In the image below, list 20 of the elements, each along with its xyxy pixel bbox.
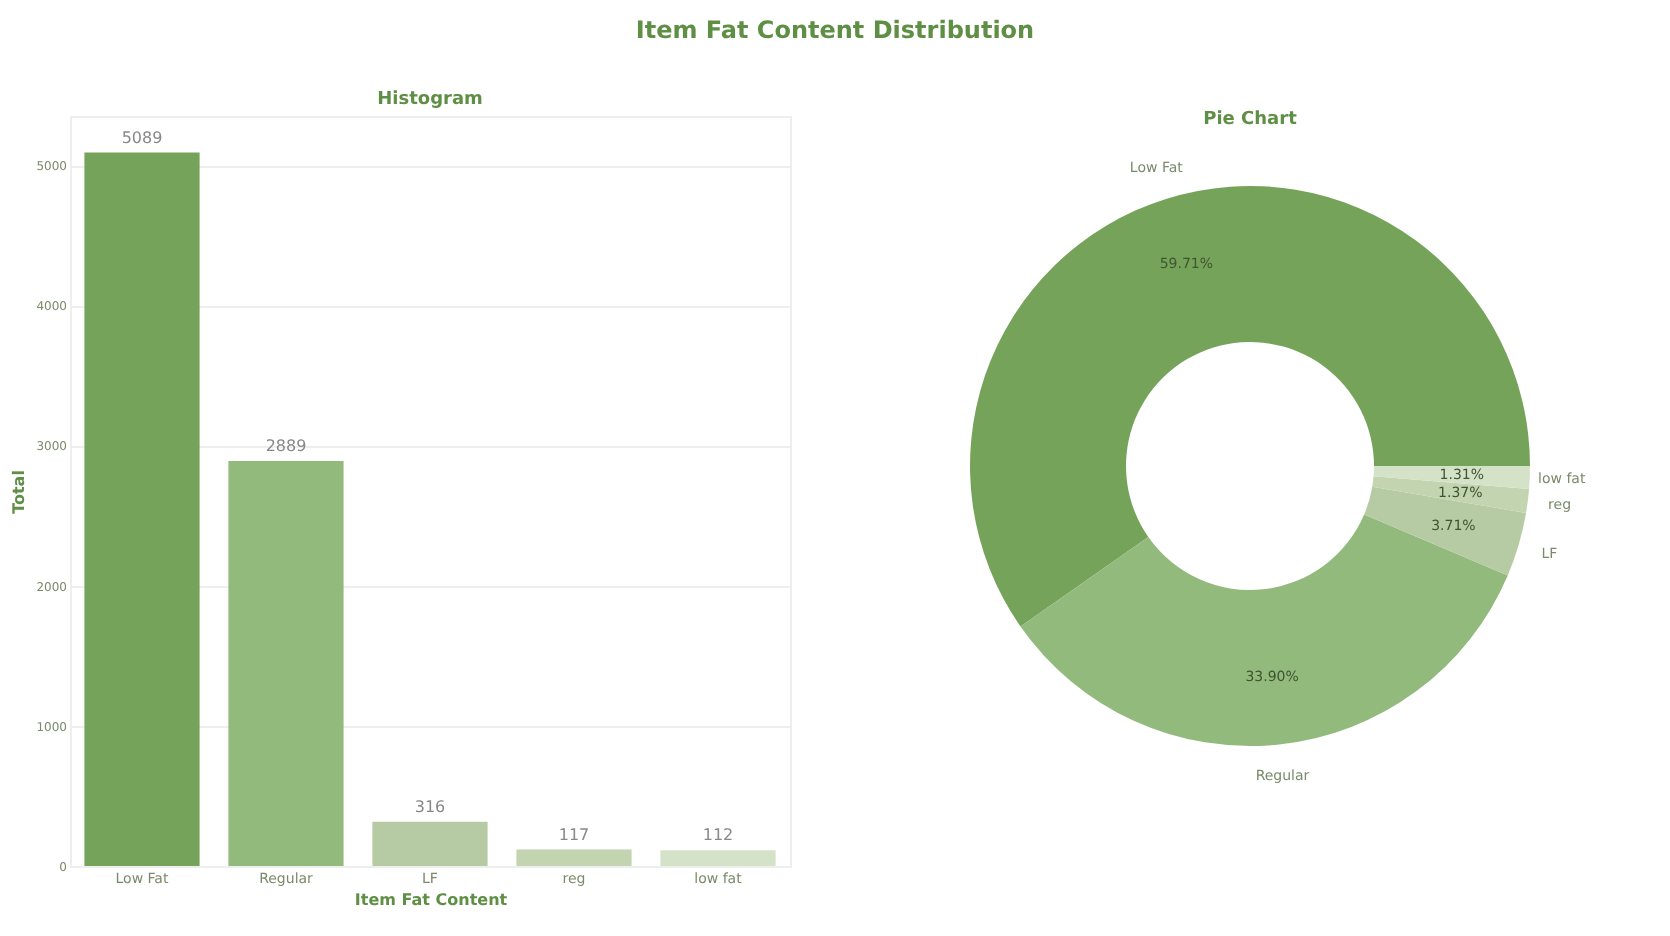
bar [372, 821, 488, 866]
donut-slice [1372, 476, 1530, 513]
bar [660, 850, 776, 866]
donut-slice [1020, 514, 1508, 746]
data-label: 2889 [265, 437, 307, 455]
text: Item Fat Content Distribution [633, 16, 1037, 44]
donut-slice [970, 186, 1530, 627]
donut-slice [1364, 486, 1527, 576]
donut-slice [1373, 466, 1530, 490]
y-axis-title: Total [10, 469, 29, 514]
bar [84, 152, 200, 866]
data-label: 117 [558, 825, 590, 844]
chart-title: Pie Chart [1203, 110, 1299, 130]
bar [228, 461, 344, 866]
bar [516, 849, 632, 866]
chart-title: Histogram [377, 90, 483, 110]
x-axis-title: Item Fat Content [354, 891, 508, 909]
data-label: 316 [414, 797, 446, 816]
data-label: 5089 [121, 128, 163, 147]
data-label: 112 [702, 826, 734, 845]
